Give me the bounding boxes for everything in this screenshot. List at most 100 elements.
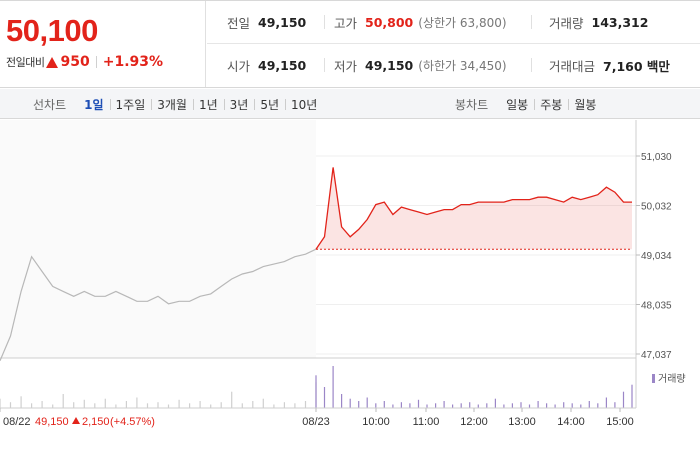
x-tick-label: 15:00 [606, 416, 634, 428]
volume-bar [210, 404, 212, 408]
volume-bar [358, 401, 360, 408]
stat-value: 49,150 [258, 14, 307, 30]
up-triangle-icon [46, 56, 59, 68]
volume-bar [537, 401, 539, 408]
volume-bar [125, 401, 127, 408]
volume-bar [494, 398, 496, 408]
volume-bar [349, 398, 351, 408]
period-tab-10y[interactable]: 10년 [285, 96, 323, 113]
volume-bar [409, 403, 411, 408]
stat-label: 저가 [334, 59, 358, 74]
prev-day-footer: 08/22 49,150 2,150 (+4.57%) [3, 416, 155, 428]
stat-open: 시가 49,150 [207, 44, 324, 87]
x-axis-ticks: 08/23 10:00 11:00 12:00 13:00 14:00 15:00 [0, 408, 634, 428]
volume-bar [252, 401, 254, 408]
period-tab-3y[interactable]: 3년 [223, 96, 255, 113]
change-percent: +1.93% [102, 54, 164, 70]
candle-chart-label: 봉차트 [455, 97, 489, 112]
today-series-line [315, 167, 632, 250]
volume-bar [435, 403, 437, 408]
volume-bar [520, 402, 522, 408]
x-tick-label: 13:00 [508, 416, 536, 428]
candle-tab-weekly[interactable]: 주봉 [534, 96, 568, 113]
volume-bar [452, 404, 454, 408]
volume-bar [20, 396, 22, 408]
volume-bar [94, 403, 96, 408]
volume-bar [477, 404, 479, 408]
volume-bar [283, 402, 285, 408]
period-tab-1y[interactable]: 1년 [192, 96, 224, 113]
volume-bar [199, 401, 201, 408]
volume-bar [146, 403, 149, 408]
x-tick-label: 12:00 [460, 416, 488, 428]
stat-value: 49,150 [365, 58, 414, 73]
stat-volume: 거래량 143,312 [531, 1, 700, 43]
footer-change-pct: (+4.57%) [110, 416, 155, 428]
volume-bar [554, 404, 556, 408]
volume-bar [241, 403, 243, 408]
volume-bar [528, 404, 531, 408]
volume-bar [41, 401, 43, 408]
stats-row: 시가 49,150 저가 49,150 (하한가 34,450) 거래대금 7,… [207, 44, 700, 87]
volume-bar [597, 403, 599, 408]
volume-bar [417, 399, 420, 408]
divider [95, 56, 97, 68]
period-tab-3m[interactable]: 3개월 [151, 96, 193, 113]
volume-legend-label: 거래량 [658, 373, 686, 385]
x-tick-label: 11:00 [413, 416, 440, 428]
today-series-area [316, 167, 632, 250]
stat-value: 49,150 [258, 58, 307, 73]
volume-bar [273, 404, 275, 408]
volume-bar [0, 398, 1, 408]
y-tick-label: 50,032 [641, 202, 672, 213]
volume-bar [631, 384, 633, 408]
footer-close: 49,150 [35, 416, 69, 428]
line-chart-periods: 선차트 1일 1주일 3개월 1년 3년 5년 10년 [33, 89, 323, 119]
volume-bar [383, 401, 385, 408]
volume-bar [614, 402, 616, 408]
stat-low: 저가 49,150 (하한가 34,450) [324, 44, 531, 87]
footer-change: 2,150 [82, 416, 110, 428]
quote-header: 50,100 전일대비 950 +1.93% 전일 49,150 고가 50,8… [0, 0, 700, 88]
volume-bar [73, 402, 75, 408]
volume-bar [605, 397, 607, 408]
volume-bar [443, 401, 445, 408]
period-tab-5y[interactable]: 5년 [254, 96, 285, 113]
volume-bar [115, 404, 117, 408]
price-chart: 51,030 50,032 49,034 48,035 47,037 08/23 10:0… [0, 120, 700, 450]
candle-tab-daily[interactable]: 일봉 [506, 97, 529, 112]
volume-bar [426, 404, 428, 408]
volume-bar [220, 402, 222, 408]
volume-bar [262, 398, 264, 408]
period-tab-1d[interactable]: 1일 [84, 97, 104, 112]
volume-bar [580, 404, 582, 408]
period-tab-1w[interactable]: 1주일 [109, 96, 152, 113]
volume-bar [392, 404, 394, 408]
stat-high: 고가 50,800 (상한가 63,800) [324, 1, 531, 43]
change-label: 전일대비 [6, 56, 45, 69]
volume-bar [503, 404, 505, 408]
volume-bar [178, 399, 180, 408]
stat-value: 143,312 [591, 14, 649, 30]
stat-value: 50,800 [365, 14, 414, 30]
candle-tab-monthly[interactable]: 월봉 [568, 96, 602, 113]
volume-bar [167, 404, 170, 408]
volume-bar [511, 403, 513, 408]
line-chart-label: 선차트 [33, 97, 67, 112]
x-tick-label: 08/23 [302, 416, 330, 428]
volume-bar [486, 403, 488, 408]
y-axis-ticks: 51,030 50,032 49,034 48,035 47,037 [636, 152, 672, 361]
volume-bar [571, 403, 573, 408]
x-tick-label: 10:00 [362, 416, 390, 428]
footer-up-triangle-icon [72, 417, 80, 424]
stat-value: 7,160 백만 [603, 59, 670, 74]
volume-bar [375, 403, 377, 408]
stat-prev-close: 전일 49,150 [207, 1, 324, 43]
prev-day-series-line [0, 248, 317, 362]
change-row: 전일대비 950 +1.93% [6, 54, 163, 70]
y-tick-label: 51,030 [641, 152, 672, 163]
volume-bar [563, 402, 565, 408]
stat-label: 고가 [334, 15, 358, 31]
price-chart-svg: 51,030 50,032 49,034 48,035 47,037 08/23 10:0… [0, 120, 686, 428]
volume-bar [104, 398, 106, 408]
